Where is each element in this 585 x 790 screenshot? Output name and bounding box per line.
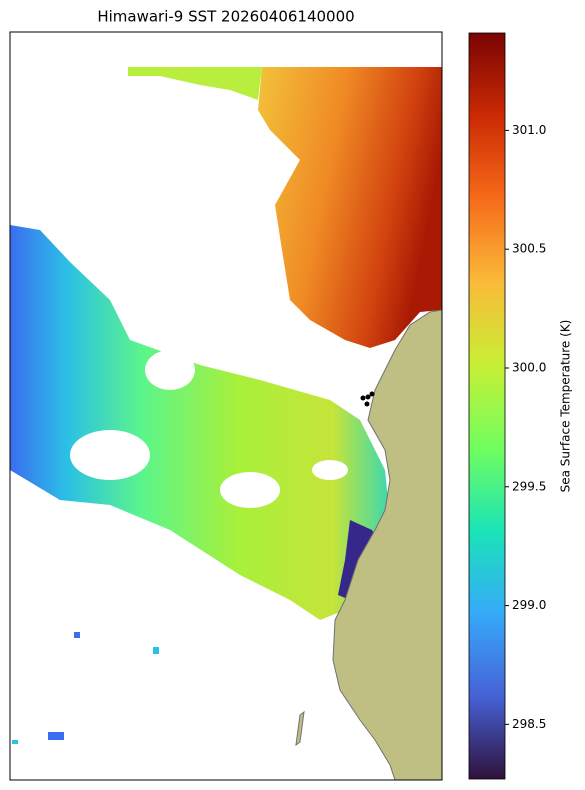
colorbar-tick-label: 301.0 — [512, 123, 546, 137]
map-frame — [9, 31, 443, 781]
colorbar-tick-label: 299.0 — [512, 598, 546, 612]
station — [360, 395, 366, 401]
sst-strip — [128, 67, 262, 100]
station — [369, 391, 375, 397]
colorbar — [468, 32, 506, 780]
land — [332, 309, 443, 781]
map-title: Himawari-9 SST 20260406140000 — [97, 8, 354, 26]
colorbar-tick-label: 299.5 — [512, 479, 546, 493]
sst-pixel — [74, 632, 80, 638]
colorbar-tick-label: 300.0 — [512, 360, 546, 374]
sst-cool — [10, 225, 390, 620]
cloud-gap — [220, 472, 280, 508]
map — [9, 31, 443, 781]
colorbar-tick-label: 300.5 — [512, 242, 546, 256]
sst-pixel — [12, 740, 18, 744]
colorbar-label: Sea Surface Temperature (K) — [559, 320, 573, 493]
island — [295, 710, 305, 747]
cloud-gap — [70, 430, 150, 480]
sst-warm — [258, 67, 442, 348]
colorbar-tick-label: 298.5 — [512, 717, 546, 731]
sst-pixel — [48, 732, 64, 740]
station — [365, 394, 371, 400]
cloud-gap — [312, 460, 348, 480]
cloud-gap — [145, 350, 195, 390]
station — [364, 401, 370, 407]
sst-pixel — [153, 647, 159, 654]
